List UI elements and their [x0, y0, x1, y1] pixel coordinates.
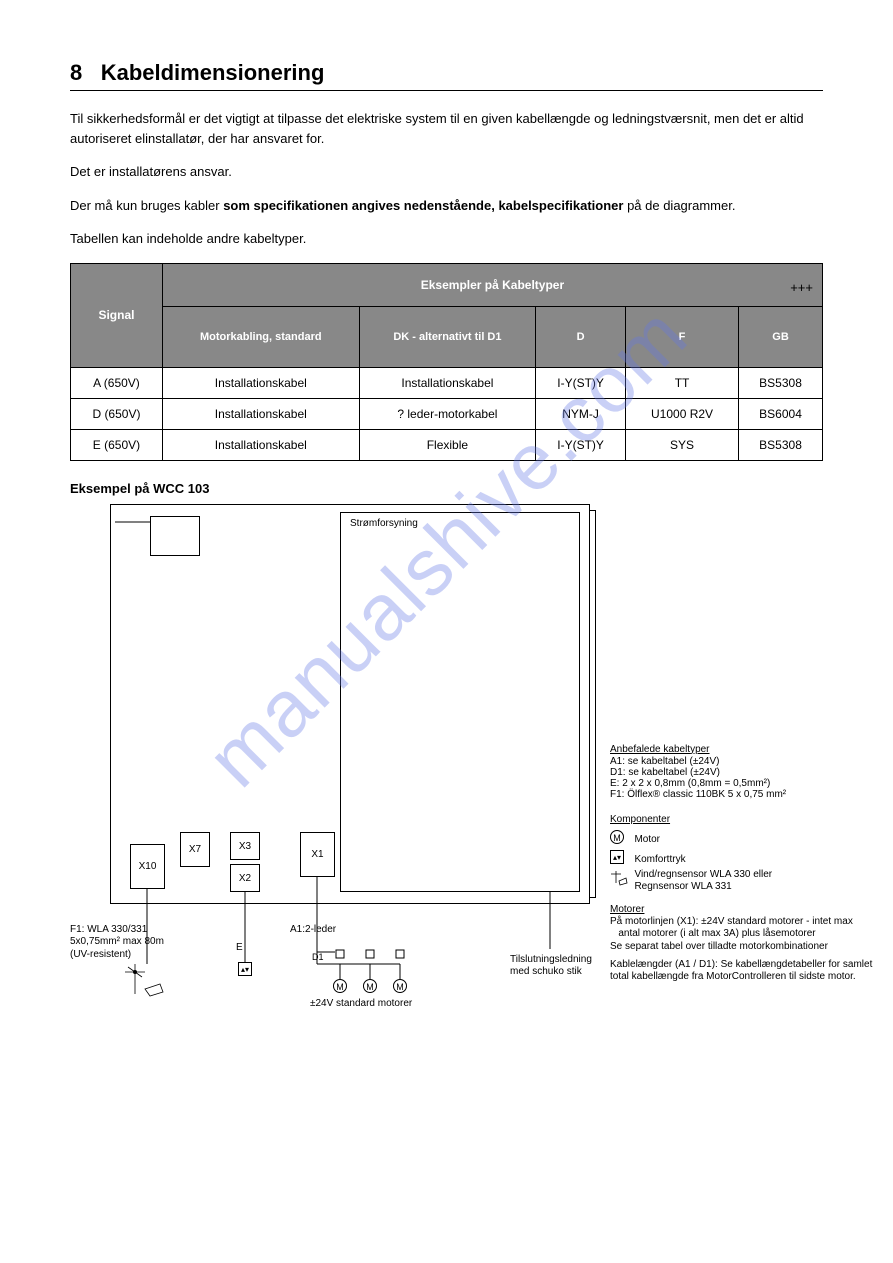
- intro-paragraph-1: Til sikkerhedsformål er det vigtigt at t…: [70, 109, 823, 148]
- tilslut-label: Tilslutningsledning med schuko stik: [510, 954, 592, 979]
- cell: U1000 R2V: [626, 398, 739, 429]
- th-col-4: GB: [739, 306, 823, 367]
- cell: Installationskabel: [162, 429, 359, 460]
- example-label: Eksempel på WCC 103: [70, 481, 823, 496]
- intro-p3-suffix: på de diagrammer.: [627, 198, 735, 213]
- cell: I-Y(ST)Y: [536, 367, 626, 398]
- wiring-lines: [50, 504, 610, 1064]
- intro-p3-bold: som specifikationen angives nedenstående…: [223, 198, 627, 213]
- intro-note: Tabellen kan indeholde andre kabeltyper.: [70, 229, 823, 249]
- legend-comp-title: Komponenter: [610, 814, 670, 827]
- cell: BS5308: [739, 429, 823, 460]
- komfort-icon: ▴▾: [238, 962, 252, 976]
- a1-label: A1:2-leder: [290, 924, 336, 937]
- legend-motor-body: På motorlinjen (X1): ±24V standard motor…: [610, 916, 853, 954]
- motor-icon-2: M: [363, 979, 377, 993]
- table-row: E (650V) Installationskabel Flexible I-Y…: [71, 429, 823, 460]
- motor-caption: ±24V standard motorer: [310, 998, 412, 1011]
- th-signal: Signal: [71, 263, 163, 367]
- table-row: D (650V) Installationskabel ? leder-moto…: [71, 398, 823, 429]
- cell: I-Y(ST)Y: [536, 429, 626, 460]
- cell: NYM-J: [536, 398, 626, 429]
- table-row: A (650V) Installationskabel Installation…: [71, 367, 823, 398]
- cell: E (650V): [71, 429, 163, 460]
- d1-label: D1: [312, 952, 324, 963]
- legend-sensor-text: Vind/regnsensor WLA 330 eller Regnsensor…: [634, 869, 772, 894]
- legend-motor-icon: M: [610, 830, 624, 844]
- cell: D (650V): [71, 398, 163, 429]
- legend-komfort-icon: ▴▾: [610, 850, 624, 864]
- motor-icon-1: M: [333, 979, 347, 993]
- legend-kabel-body: Kablelængder (A1 / D1): Se kabellængdeta…: [610, 959, 872, 984]
- e-label: E: [236, 942, 243, 955]
- section-number: 8: [70, 60, 82, 86]
- page-content: 8 Kabeldimensionering Til sikkerhedsform…: [0, 0, 893, 1094]
- th-col-1: DK - alternativt til D1: [359, 306, 536, 367]
- legend-komfort-text: Komforttryk: [634, 854, 685, 865]
- legend-cable-f1: F1: Ölflex® classic 110BK 5 x 0,75 mm²: [610, 789, 786, 802]
- cell: ? leder-motorkabel: [359, 398, 536, 429]
- intro-p3-prefix: Der må kun bruges kabler: [70, 198, 223, 213]
- section-title: Kabeldimensionering: [101, 60, 325, 85]
- cell: BS6004: [739, 398, 823, 429]
- legend-motor-text: Motor: [634, 834, 660, 845]
- section-header: 8 Kabeldimensionering: [70, 60, 823, 91]
- intro-paragraph-2: Det er installatørens ansvar.: [70, 162, 823, 182]
- cell: Installationskabel: [162, 398, 359, 429]
- page-number: +++: [790, 280, 813, 295]
- cell: SYS: [626, 429, 739, 460]
- header-rule: [70, 90, 823, 91]
- intro-paragraph-3: Der må kun bruges kabler som specifikati…: [70, 196, 823, 216]
- th-col-0: Motorkabling, standard: [162, 306, 359, 367]
- f1-cable-label: F1: WLA 330/331 5x0,75mm² max 80m (UV-re…: [70, 924, 164, 962]
- th-col-2: D: [536, 306, 626, 367]
- legend-sensor-icon: [610, 869, 628, 887]
- cell: TT: [626, 367, 739, 398]
- cable-table: Signal Eksempler på Kabeltyper Motorkabl…: [70, 263, 823, 461]
- legend-motor-row: M Motor: [610, 829, 660, 847]
- cell: Installationskabel: [359, 367, 536, 398]
- th-col-3: F: [626, 306, 739, 367]
- legend-cable-title: Anbefalede kabeltyper: [610, 744, 710, 757]
- cell: BS5308: [739, 367, 823, 398]
- motor-icon-3: M: [393, 979, 407, 993]
- cell: A (650V): [71, 367, 163, 398]
- wiring-diagram: Strømforsyning X10 X7 X3 X2 X1: [50, 504, 810, 1054]
- legend-komfort-row: ▴▾ Komforttryk: [610, 849, 686, 867]
- legend-sensor-row: Vind/regnsensor WLA 330 eller Regnsensor…: [610, 869, 772, 894]
- th-examples: Eksempler på Kabeltyper: [162, 263, 822, 306]
- cell: Flexible: [359, 429, 536, 460]
- cell: Installationskabel: [162, 367, 359, 398]
- legend-motor-title: Motorer: [610, 904, 644, 917]
